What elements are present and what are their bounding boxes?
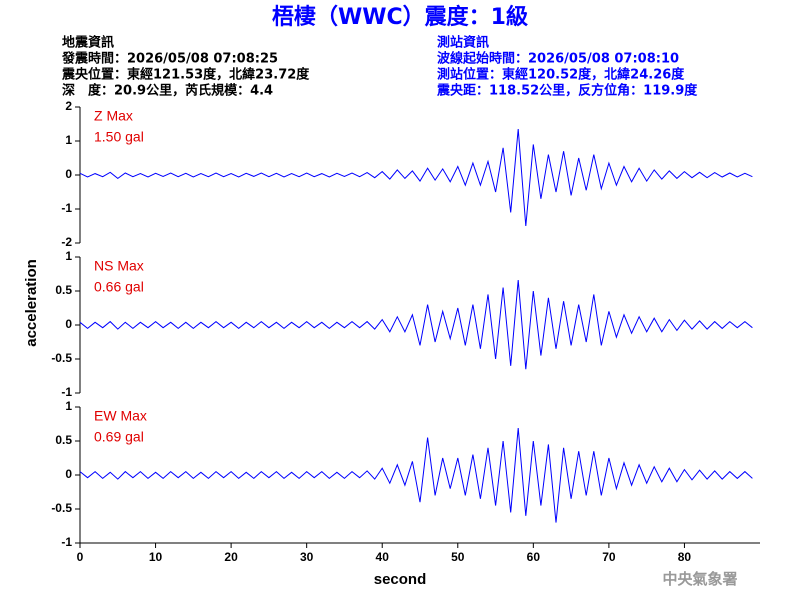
- y-tick-label: 1: [65, 133, 72, 147]
- x-tick-label: 10: [149, 550, 163, 564]
- x-axis-label: second: [374, 571, 427, 588]
- x-tick-label: 80: [678, 550, 692, 564]
- info-line: 深 度：20.9公里，芮氏規模：4.4: [62, 83, 273, 99]
- waveform: [79, 428, 753, 523]
- info-line: 震央位置：東經121.53度，北緯23.72度: [61, 67, 310, 83]
- y-tick-label: -0.5: [51, 351, 72, 365]
- waveform: [79, 129, 753, 227]
- title: 梧棲（WWC）震度：1級: [272, 4, 528, 30]
- annotation: Z Max: [94, 108, 133, 124]
- y-tick-label: 0: [65, 167, 72, 181]
- x-tick-label: 40: [376, 550, 390, 564]
- x-tick-label: 30: [300, 550, 314, 564]
- info-line: 波線起始時間：2026/05/08 07:08:10: [437, 51, 679, 67]
- annotation: NS Max: [94, 258, 144, 274]
- info-line: 測站資訊: [437, 35, 489, 51]
- y-tick-label: 0.5: [55, 283, 72, 297]
- info-line: 測站位置：東經120.52度，北緯24.26度: [437, 67, 685, 83]
- y-tick-label: -1: [61, 385, 72, 399]
- annotation: EW Max: [94, 408, 147, 424]
- info-line: 地震資訊: [62, 35, 114, 51]
- x-tick-label: 70: [602, 550, 616, 564]
- y-tick-label: 0: [65, 317, 72, 331]
- y-tick-label: -0.5: [51, 501, 72, 515]
- x-tick-label: 0: [77, 550, 84, 564]
- y-tick-label: -1: [61, 201, 72, 215]
- y-tick-label: -2: [61, 235, 72, 249]
- annotation: 0.69 gal: [94, 429, 144, 445]
- x-tick-label: 20: [224, 550, 238, 564]
- waveform: [79, 280, 753, 370]
- y-tick-label: 1: [65, 399, 72, 413]
- y-tick-label: 1: [65, 249, 72, 263]
- y-tick-label: 0.5: [55, 433, 72, 447]
- y-tick-label: 0: [65, 467, 72, 481]
- y-tick-label: -1: [61, 535, 72, 549]
- info-line: 震央距：118.52公里，反方位角：119.9度: [436, 83, 698, 99]
- annotation: 1.50 gal: [94, 129, 144, 145]
- annotation: 0.66 gal: [94, 279, 144, 295]
- y-tick-label: 2: [65, 99, 72, 113]
- x-tick-label: 60: [527, 550, 541, 564]
- footer: 中央氣象署: [662, 570, 737, 588]
- info-line: 發震時間：2026/05/08 07:08:25: [61, 51, 278, 67]
- y-axis-label: acceleration: [23, 259, 40, 347]
- x-tick-label: 50: [451, 550, 465, 564]
